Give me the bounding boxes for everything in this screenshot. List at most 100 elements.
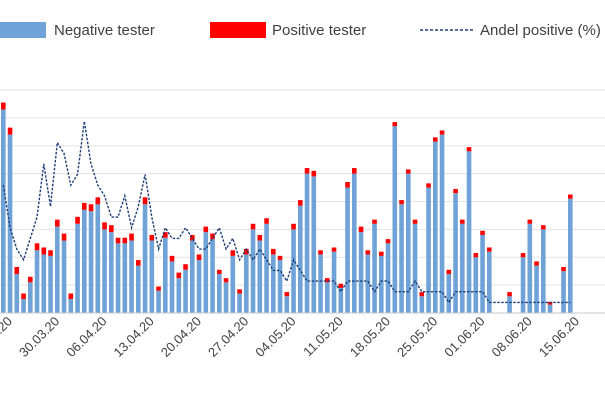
bar-negative (379, 255, 384, 313)
bar-negative (264, 223, 269, 313)
legend-label-negative: Negative tester (54, 22, 155, 39)
bar-negative (136, 265, 141, 313)
bar-negative (61, 240, 67, 313)
bar-positive (406, 169, 411, 174)
bar-negative (406, 173, 411, 313)
bar-negative (68, 299, 74, 313)
bar-positive (568, 194, 573, 199)
bar-positive (385, 239, 391, 244)
legend: Negative tester Positive tester Andel po… (0, 22, 601, 39)
bar-positive (55, 219, 60, 227)
bar-negative (277, 260, 283, 313)
bar-positive (250, 223, 256, 230)
bar-positive (163, 232, 168, 238)
bar-negative (14, 273, 20, 313)
bar-positive (217, 269, 222, 274)
bar-negative (169, 261, 175, 313)
bar-negative (183, 269, 188, 313)
bar-negative (325, 282, 330, 313)
bar-positive (223, 278, 229, 283)
bar-negative (230, 255, 236, 313)
bar-negative (34, 250, 40, 313)
bar-positive (271, 248, 276, 255)
bar-negative (41, 254, 47, 313)
bar-positive (412, 219, 418, 224)
bar-positive (142, 197, 148, 205)
bar-negative (95, 204, 101, 313)
bar-positive (48, 250, 53, 256)
bar-positive (82, 202, 87, 210)
bar-positive (122, 237, 128, 244)
bar-positive (156, 286, 161, 291)
bar-negative (210, 239, 215, 313)
share-positive-line (2, 121, 571, 304)
bar-positive (196, 254, 202, 261)
bar-negative (385, 243, 391, 313)
bar-negative (561, 271, 566, 313)
bar-negative (163, 237, 168, 313)
bar-negative (284, 296, 290, 313)
bar-positive (34, 243, 40, 251)
bar-negative (433, 141, 438, 313)
bar-positive (28, 276, 33, 283)
bar-negative (372, 223, 377, 313)
bar-negative (527, 223, 533, 313)
bar-negative (7, 134, 13, 313)
bar-positive (304, 168, 310, 174)
bar-negative (142, 204, 148, 313)
bar-positive (541, 225, 546, 230)
bar-positive (237, 289, 242, 294)
bar-negative (129, 240, 134, 313)
bar-negative (21, 299, 26, 313)
bar-negative (223, 282, 229, 313)
bar-positive (466, 147, 472, 152)
bar-positive (311, 170, 317, 177)
bar-negative (156, 290, 161, 313)
bar-negative (196, 260, 202, 313)
bar-positive (298, 200, 303, 206)
bar-positive (95, 197, 101, 205)
bar-positive (453, 188, 458, 194)
bar-negative (466, 151, 472, 313)
bar-positive (21, 293, 26, 300)
bar-positive (439, 130, 445, 135)
bar-positive (507, 292, 512, 297)
bar-positive (75, 216, 80, 224)
bar-negative (109, 232, 114, 313)
bar-negative (257, 240, 263, 313)
bar-positive (318, 250, 323, 255)
bar-positive (291, 223, 296, 230)
bar-positive (149, 234, 155, 241)
bar-positive (561, 267, 566, 272)
bar-positive (331, 247, 337, 252)
bar-negative (149, 240, 155, 313)
bar-positive (88, 204, 94, 212)
bar-negative (352, 173, 357, 313)
bar-positive (520, 253, 526, 258)
bar-negative (520, 257, 526, 313)
bar-positive (210, 233, 215, 240)
bar-positive (176, 272, 182, 279)
bar-negative (392, 126, 398, 313)
bar-negative (568, 198, 573, 313)
bar-positive (129, 233, 134, 241)
bar-positive (480, 230, 485, 235)
bar-positive (487, 247, 492, 252)
series-line-share (2, 121, 571, 304)
bar-positive (433, 137, 438, 142)
bar-positive (426, 183, 431, 188)
bar-negative (75, 223, 80, 313)
bar-negative (358, 232, 364, 313)
bar-negative (534, 265, 539, 313)
bar-negative (176, 278, 182, 313)
legend-label-share: Andel positive (%) (480, 22, 601, 39)
bar-negative (345, 187, 350, 313)
bar-positive (102, 222, 107, 230)
legend-label-positive: Positive tester (272, 22, 366, 39)
bar-negative (453, 193, 458, 313)
bar-negative (55, 226, 60, 313)
bar-positive (244, 248, 249, 255)
bar-positive (284, 292, 290, 297)
bar-negative (1, 109, 6, 313)
